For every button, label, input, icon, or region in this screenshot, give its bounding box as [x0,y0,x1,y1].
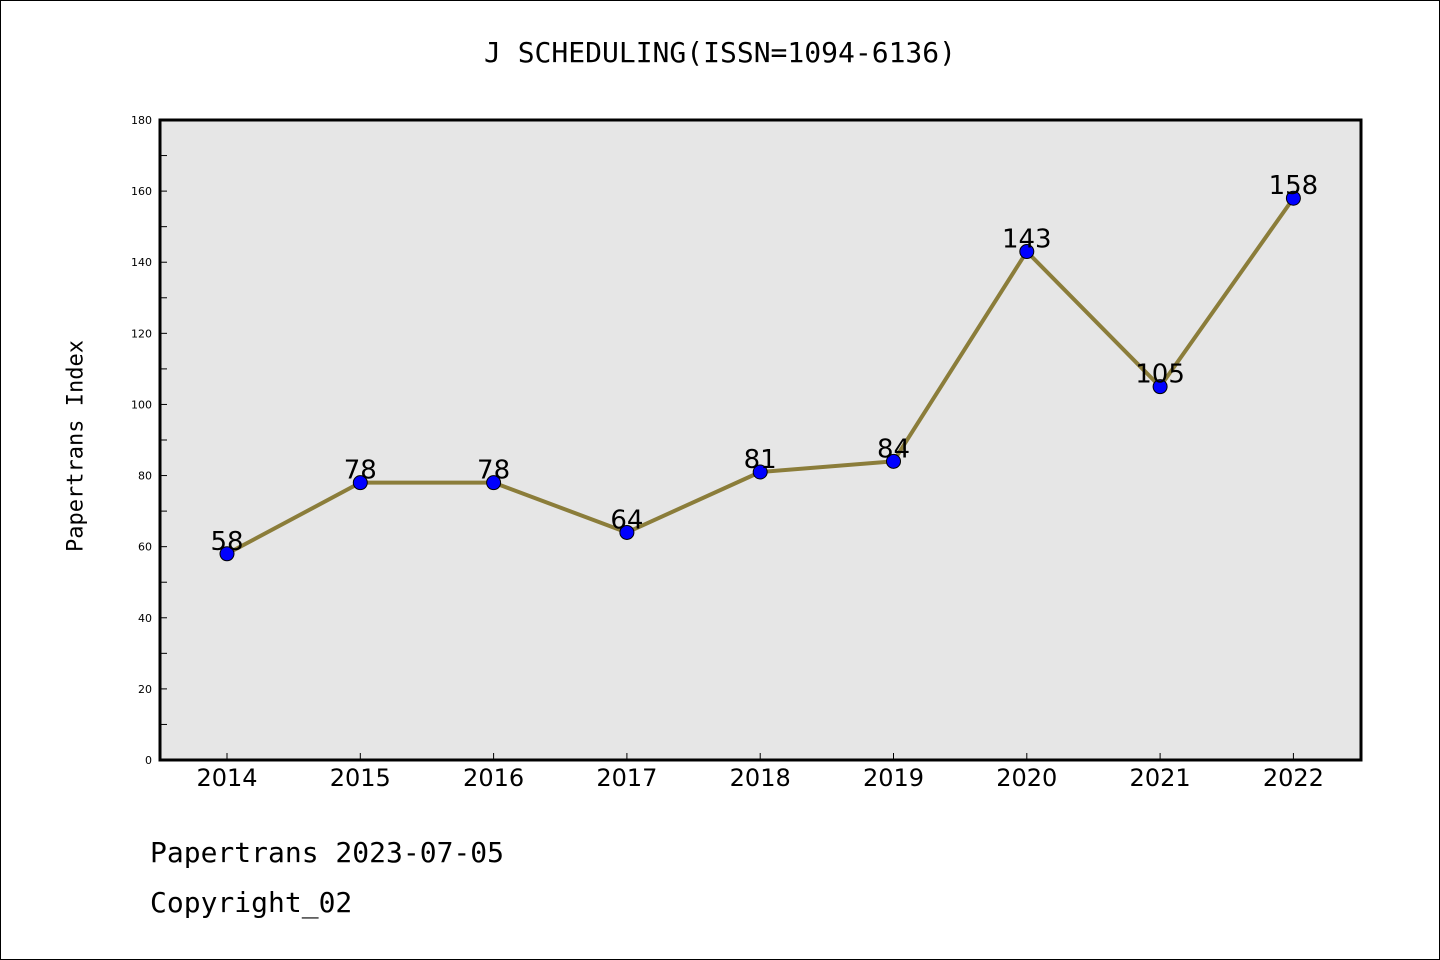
footer-copyright: Copyright_02 [150,886,353,919]
data-label: 84 [877,434,910,464]
x-tick-label: 2015 [330,764,391,792]
footer-date: Papertrans 2023-07-05 [150,836,505,869]
data-point [1019,244,1035,260]
y-tick-label: 40 [138,612,152,625]
data-point [352,475,368,491]
data-point [1152,379,1168,395]
data-point [886,453,901,469]
x-tick-label: 2020 [996,764,1057,792]
y-tick-label: 120 [131,327,152,340]
data-labels: 58 78 78 64 81 84 143 105 158 [210,171,1318,557]
x-axis-ticks: 2014 2015 2016 2017 2018 2019 2020 2021 2022 [196,753,1324,792]
x-tick-label: 2016 [463,764,524,792]
y-tick-label: 180 [131,114,152,127]
data-point [486,475,502,491]
data-label: 78 [344,456,377,486]
x-tick-label: 2017 [596,764,657,792]
y-tick-label: 0 [145,754,152,767]
x-tick-label: 2021 [1130,764,1191,792]
data-label: 158 [1269,171,1319,201]
x-tick-label: 2019 [863,764,924,792]
y-tick-label: 80 [138,470,152,483]
data-point [752,464,768,480]
y-tick-label: 100 [131,398,152,411]
chart-title: J SCHEDULING(ISSN=1094-6136) [483,36,956,69]
data-point [219,546,235,562]
x-tick-label: 2022 [1263,764,1324,792]
data-label: 143 [1002,225,1052,255]
x-tick-label: 2018 [730,764,791,792]
data-label: 58 [210,527,243,557]
y-tick-label: 60 [138,541,152,554]
y-tick-label: 140 [131,256,152,269]
data-point [1285,190,1301,206]
data-label: 78 [477,456,510,486]
data-label: 81 [744,445,777,475]
y-tick-label: 160 [131,185,152,198]
plot-area [160,120,1361,760]
data-label: 105 [1135,360,1185,390]
x-tick-label: 2014 [196,764,257,792]
data-label: 64 [610,505,643,535]
data-markers [219,190,1301,562]
plot-border [158,118,1363,762]
data-point [619,524,635,540]
y-tick-label: 20 [138,683,152,696]
